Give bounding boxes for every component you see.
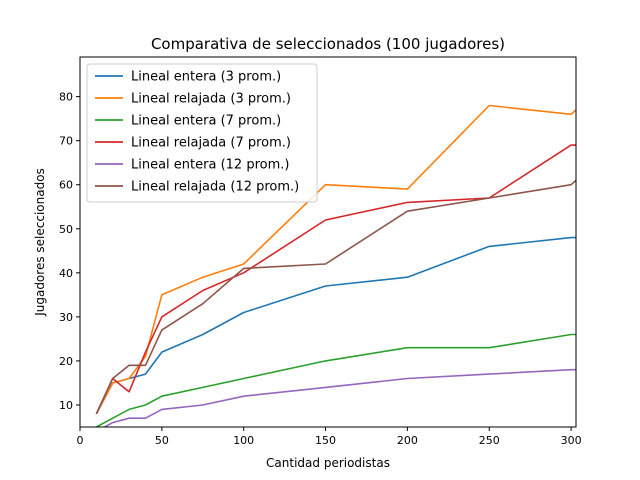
y-tick-label: 30 <box>59 311 73 324</box>
x-tick-label: 250 <box>479 434 500 447</box>
x-axis-label: Cantidad periodistas <box>266 456 390 470</box>
y-axis-label: Jugadores seleccionados <box>33 168 47 317</box>
y-tick-label: 50 <box>59 223 73 236</box>
x-tick-label: 0 <box>77 434 84 447</box>
series-line <box>102 368 576 427</box>
legend-label: Lineal relajada (12 prom.) <box>131 180 299 195</box>
y-tick-label: 60 <box>59 179 73 192</box>
x-tick-label: 200 <box>397 434 418 447</box>
x-tick-label: 300 <box>561 434 582 447</box>
legend-label: Lineal relajada (3 prom.) <box>131 92 291 107</box>
y-tick-label: 20 <box>59 355 73 368</box>
y-tick-label: 40 <box>59 267 73 280</box>
y-tick-label: 70 <box>59 135 73 148</box>
legend: Lineal entera (3 prom.) Lineal relajada (… <box>86 63 318 203</box>
series-line <box>96 333 576 427</box>
series-line <box>95 104 576 415</box>
chart-title: Comparativa de seleccionados (100 jugado… <box>151 35 505 53</box>
series-layer <box>95 104 576 427</box>
x-tick-label: 50 <box>155 434 169 447</box>
legend-label: Lineal entera (12 prom.) <box>131 158 289 173</box>
y-axis: 10 20 30 40 50 60 70 80 <box>59 91 80 412</box>
x-tick-label: 150 <box>315 434 336 447</box>
x-tick-label: 100 <box>233 434 254 447</box>
legend-box <box>86 63 318 203</box>
series-line <box>95 144 576 415</box>
plot-frame <box>79 56 577 428</box>
x-axis: 0 50 100 150 200 250 300 <box>77 427 582 447</box>
legend-label: Lineal entera (3 prom.) <box>131 70 281 85</box>
legend-label: Lineal relajada (7 prom.) <box>131 136 291 151</box>
series-line <box>95 179 576 415</box>
y-tick-label: 80 <box>59 91 73 104</box>
y-tick-label: 10 <box>59 399 73 412</box>
legend-label: Lineal entera (7 prom.) <box>131 114 281 129</box>
